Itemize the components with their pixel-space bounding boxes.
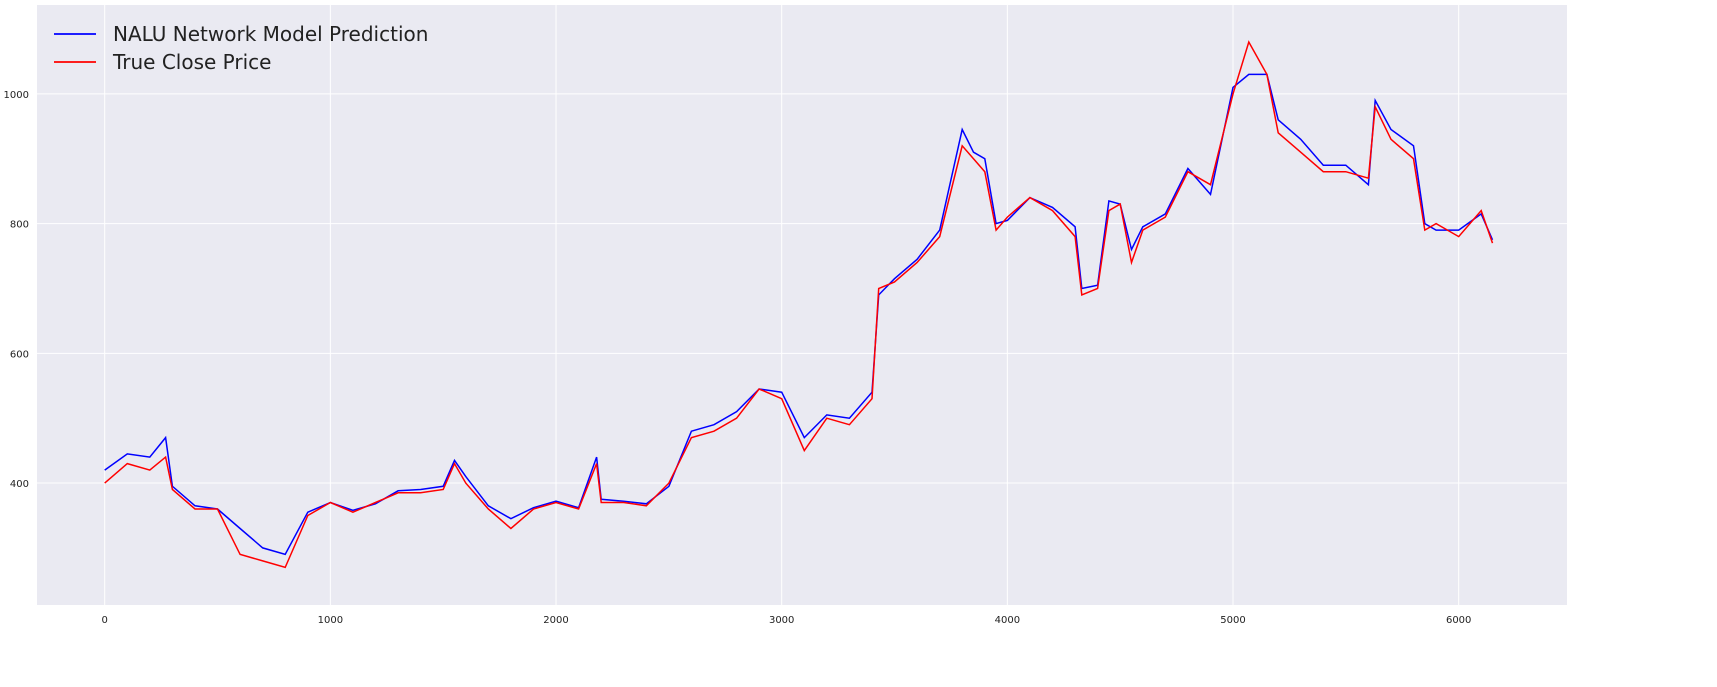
y-tick-label: 800 <box>10 220 29 231</box>
y-tick-label: 600 <box>10 349 29 360</box>
legend-label: True Close Price <box>112 50 271 74</box>
y-tick-label: 400 <box>10 479 29 490</box>
x-tick-label: 1000 <box>318 615 343 626</box>
x-tick-label: 2000 <box>543 615 568 626</box>
x-tick-label: 3000 <box>769 615 794 626</box>
x-tick-label: 4000 <box>995 615 1020 626</box>
plot-area <box>37 5 1567 605</box>
y-tick-label: 1000 <box>4 90 29 101</box>
line <box>104 40 1494 569</box>
legend-label: NALU Network Model Prediction <box>113 22 428 46</box>
x-tick-label: 6000 <box>1446 615 1471 626</box>
x-tick-label: 5000 <box>1220 615 1245 626</box>
x-tick-label: 0 <box>102 615 108 626</box>
